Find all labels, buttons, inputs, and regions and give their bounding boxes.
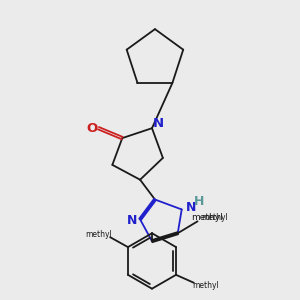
Text: methyl: methyl	[202, 213, 228, 222]
Text: N: N	[127, 214, 137, 227]
Text: methyl: methyl	[192, 213, 223, 222]
Text: N: N	[185, 201, 196, 214]
Text: O: O	[86, 122, 97, 135]
Text: methyl: methyl	[192, 281, 219, 290]
Text: methyl: methyl	[85, 230, 112, 239]
Text: N: N	[152, 117, 164, 130]
Text: H: H	[194, 195, 205, 208]
